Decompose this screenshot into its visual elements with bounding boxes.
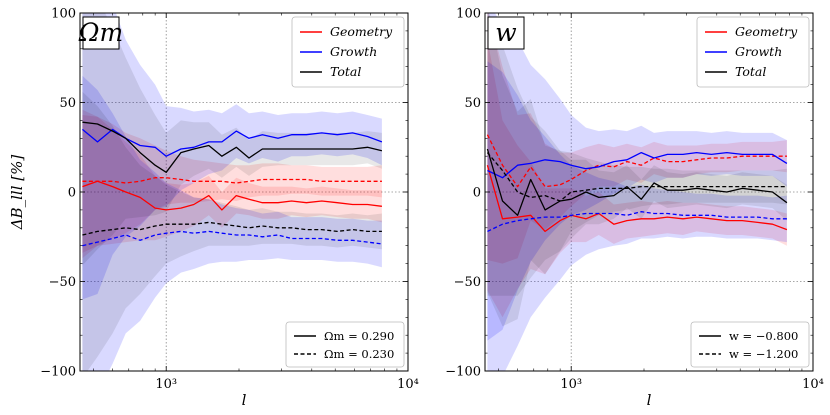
legend-box [690,321,810,368]
chart-panel-w: 100 50 0 −50 −100 10³ 10⁴ l w Geometry Growth Total… [445,7,824,410]
legend-label: Total [735,64,766,79]
ytick-label: 50 [59,96,76,111]
ytick-label: 100 [51,7,76,22]
band-geometry-solid [487,39,787,318]
line-geometry-dashed [486,134,787,188]
band-total-solid [82,13,382,266]
series-lines [81,121,383,247]
line-growth-solid [81,128,383,157]
legend-label: w = −1.200 [729,347,798,361]
legend-params: Ωm = 0.290 Ωm = 0.230 [285,321,405,368]
ytick-label: −100 [40,365,76,380]
ytick-label: −50 [454,275,481,290]
ticks: 100 50 0 −50 −100 10³ 10⁴ [40,7,419,393]
ytick-label: 0 [68,186,76,201]
chart-panel-omega-m: 100 50 0 −50 −100 10³ 10⁴ l Ωm Geometry Growth Tota… [40,7,419,410]
series-lines [486,134,788,233]
ytick-label: 100 [456,7,481,22]
line-total-solid [82,121,383,173]
band-total-dashed [487,13,787,296]
xtick-label: 10⁴ [802,377,824,392]
panel-label: Ωm [78,16,123,50]
band-growth-dashed [487,61,787,371]
x-axis-label: l [242,391,247,409]
panel-label-text: w [495,18,516,47]
legend-label: Geometry [735,24,798,39]
legend-label: w = −0.800 [729,329,798,343]
line-total-dashed [486,152,787,202]
legend-label: Growth [735,44,782,59]
line-geometry-solid [486,165,788,233]
panel-label-text: Ωm [78,18,123,47]
ytick-label: 50 [464,96,481,111]
ytick-label: −100 [445,365,481,380]
legend-box [285,321,405,368]
band-geometry-dashed [82,109,382,253]
xtick-label: 10⁴ [397,377,419,392]
panel-label: w [487,16,525,50]
x-axis-label: l [647,391,652,409]
legend-label: Growth [330,44,377,59]
line-growth-dashed [82,230,382,247]
error-bands [82,13,382,371]
legend-box [291,16,405,88]
legend-label: Ωm = 0.230 [324,347,394,361]
band-geometry-solid [82,115,382,259]
grid [80,13,408,371]
band-growth-solid [82,13,382,300]
legend-series: Geometry Growth Total [291,16,405,88]
xtick-label: 10³ [155,377,177,392]
legend-series: Geometry Growth Total [696,16,810,88]
panel-label-box [487,16,525,50]
line-geometry-dashed [82,177,382,184]
grid [485,13,813,371]
plot-area [81,13,383,371]
xtick-label: 10³ [560,377,582,392]
ticks: 100 50 0 −50 −100 10³ 10⁴ [445,7,824,393]
line-growth-dashed [487,211,787,232]
legend-label: Geometry [330,24,393,39]
line-geometry-solid [82,180,382,211]
line-total-solid [486,148,788,216]
ytick-label: −50 [49,275,76,290]
line-growth-solid [487,151,788,179]
line-total-dashed [82,221,382,236]
legend-box [696,16,810,88]
plot-area [486,13,788,371]
y-axis-label: ΔB_lll [%] [8,155,26,231]
legend-label: Total [330,64,361,79]
band-growth-solid [487,13,787,341]
band-total-solid [487,13,787,327]
legend-label: Ωm = 0.290 [324,329,394,343]
band-growth-dashed [82,75,382,371]
ytick-label: 0 [473,186,481,201]
legend-params: w = −0.800 w = −1.200 [690,321,810,368]
band-total-dashed [82,91,382,371]
panel-label-box [82,16,120,50]
